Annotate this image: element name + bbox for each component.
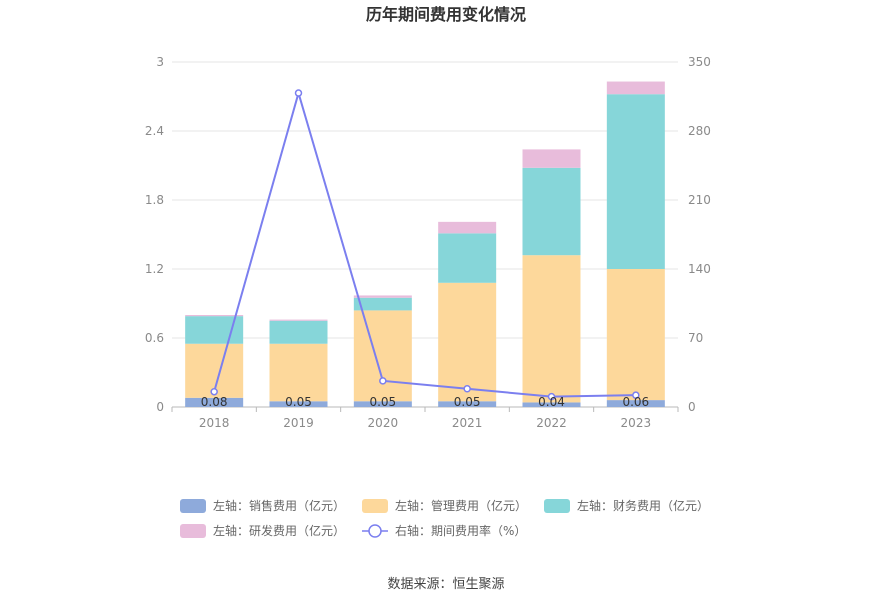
bar-segment-1 xyxy=(438,401,497,407)
x-axis-tick-label: 2022 xyxy=(536,416,567,430)
bar-segment-1 xyxy=(522,402,581,407)
data-label: 0.05 xyxy=(454,395,481,409)
left-axis-tick-label: 1.8 xyxy=(145,193,164,207)
x-axis-tick-label: 2019 xyxy=(283,416,314,430)
line-layer xyxy=(210,89,640,401)
bar-segment-2 xyxy=(522,255,581,403)
right-axis-tick-label: 0 xyxy=(688,400,696,414)
legend: 左轴：销售费用（亿元） 左轴：管理费用（亿元） 左轴：财务费用（亿元） 左轴：研发费用… xyxy=(180,498,709,538)
bars-layer xyxy=(185,81,665,407)
left-axis-tick-label: 3 xyxy=(156,55,164,69)
bar-segment-2 xyxy=(438,282,497,402)
bar-segment-4 xyxy=(185,315,244,317)
bar-segment-4 xyxy=(438,221,497,234)
legend-line-icon xyxy=(368,524,382,538)
rate-point xyxy=(463,385,471,393)
legend-label: 左轴：管理费用（亿元） xyxy=(395,498,527,513)
bar-segment-4 xyxy=(522,149,581,168)
rate-point xyxy=(379,377,387,385)
bar-segment-4 xyxy=(353,295,412,298)
legend-label: 左轴：销售费用（亿元） xyxy=(213,498,345,513)
bar-segment-1 xyxy=(269,401,328,407)
bar-segment-3 xyxy=(522,167,581,256)
bar-segment-4 xyxy=(606,81,665,95)
rate-point xyxy=(547,392,556,401)
right-axis-tick-label: 70 xyxy=(688,331,703,345)
legend-swatch xyxy=(180,499,206,513)
rate-line xyxy=(213,89,636,398)
source-note: 数据来源：恒生聚源 xyxy=(387,577,504,592)
labels-layer: 0.08 0.05 0.05 0.05 0.04 0.06 xyxy=(201,395,649,409)
right-axis-tick-label: 280 xyxy=(688,124,711,138)
data-label: 0.05 xyxy=(369,395,396,409)
bar-segment-3 xyxy=(438,233,497,283)
bar-segment-2 xyxy=(269,343,328,402)
grid-layer: 0 0 0.6 70 1.2 140 1.8 210 2.4 280 3 350 2018 2019 202… xyxy=(145,55,711,430)
data-label: 0.05 xyxy=(285,395,312,409)
bar-segment-2 xyxy=(606,269,665,401)
x-axis-tick-label: 2023 xyxy=(621,416,652,430)
right-axis-tick-label: 210 xyxy=(688,193,711,207)
legend-label: 左轴：研发费用（亿元） xyxy=(213,523,345,538)
x-axis-tick-label: 2018 xyxy=(199,416,230,430)
left-axis-tick-label: 0 xyxy=(156,400,164,414)
legend-swatch xyxy=(180,524,206,538)
rate-point xyxy=(210,387,218,396)
data-label: 0.06 xyxy=(622,395,649,409)
x-axis-tick-label: 2021 xyxy=(452,416,483,430)
bar-segment-1 xyxy=(185,397,244,407)
right-axis-tick-label: 140 xyxy=(688,262,711,276)
legend-label: 右轴：期间费用率（%） xyxy=(395,523,526,538)
right-axis-tick-label: 350 xyxy=(688,55,711,69)
bar-segment-1 xyxy=(606,400,665,407)
left-axis-tick-label: 0.6 xyxy=(145,331,164,345)
bar-segment-4 xyxy=(269,319,328,321)
rate-point xyxy=(294,89,303,97)
bar-segment-3 xyxy=(606,94,665,269)
x-axis-tick-label: 2020 xyxy=(368,416,399,430)
left-axis-tick-label: 1.2 xyxy=(145,262,164,276)
legend-label: 左轴：财务费用（亿元） xyxy=(577,498,709,513)
bar-segment-2 xyxy=(353,310,412,402)
data-label: 0.04 xyxy=(538,395,565,409)
chart-title: 历年期间费用变化情况 xyxy=(366,5,526,24)
data-label: 0.08 xyxy=(201,395,228,409)
rate-point xyxy=(632,391,640,399)
bar-segment-1 xyxy=(353,401,412,407)
legend-swatch xyxy=(544,499,570,513)
left-axis-tick-label: 2.4 xyxy=(145,124,164,138)
legend-swatch xyxy=(362,499,388,513)
bar-segment-3 xyxy=(269,320,328,344)
bar-segment-3 xyxy=(353,297,412,311)
